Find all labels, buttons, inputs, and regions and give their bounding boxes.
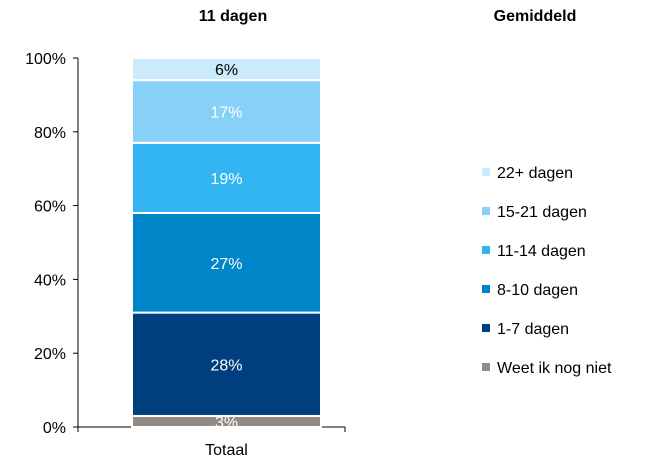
y-tick-label: 20%: [34, 346, 66, 363]
chart-header-left: 11 dagen: [198, 8, 268, 25]
bar-segment: [131, 57, 322, 82]
legend-label: 11-14 dagen: [497, 243, 586, 260]
legend-label: Weet ik nog niet: [497, 360, 612, 377]
legend-swatch: [482, 285, 490, 293]
legend-label: 15-21 dagen: [497, 204, 587, 221]
y-tick-label: 80%: [34, 125, 66, 142]
bar-data-label: 27%: [210, 256, 242, 273]
legend-label: 22+ dagen: [497, 165, 573, 182]
legend-swatch: [482, 324, 490, 332]
legend-label: 8-10 dagen: [497, 282, 578, 299]
y-tick-label: 40%: [34, 272, 66, 289]
y-tick-label: 60%: [34, 199, 66, 216]
chart-header-right: Gemiddeld: [493, 8, 577, 25]
legend-swatch: [482, 246, 490, 254]
bar-data-label: 17%: [210, 105, 242, 122]
chart-bars: 3% 28% 27% 19% 17% 6%: [131, 57, 322, 431]
y-tick-label: 0%: [43, 420, 66, 437]
bar-data-label: 3%: [215, 414, 238, 431]
bar-data-label: 28%: [210, 357, 242, 374]
legend-swatch: [482, 168, 490, 176]
bar-data-label: 19%: [210, 171, 242, 188]
legend-label: 1-7 dagen: [497, 321, 569, 338]
bar-segment: [131, 141, 322, 214]
chart-legend: 22+ dagen 15-21 dagen 11-14 dagen 8-10 dage…: [482, 165, 612, 377]
x-category-label: Totaal: [205, 442, 248, 459]
legend-swatch: [482, 207, 490, 215]
bar-segment: [131, 211, 322, 314]
y-tick-label: 100%: [25, 51, 66, 68]
bar-data-label: 6%: [215, 62, 238, 79]
bar-segment: [131, 79, 322, 144]
legend-swatch: [482, 363, 490, 371]
